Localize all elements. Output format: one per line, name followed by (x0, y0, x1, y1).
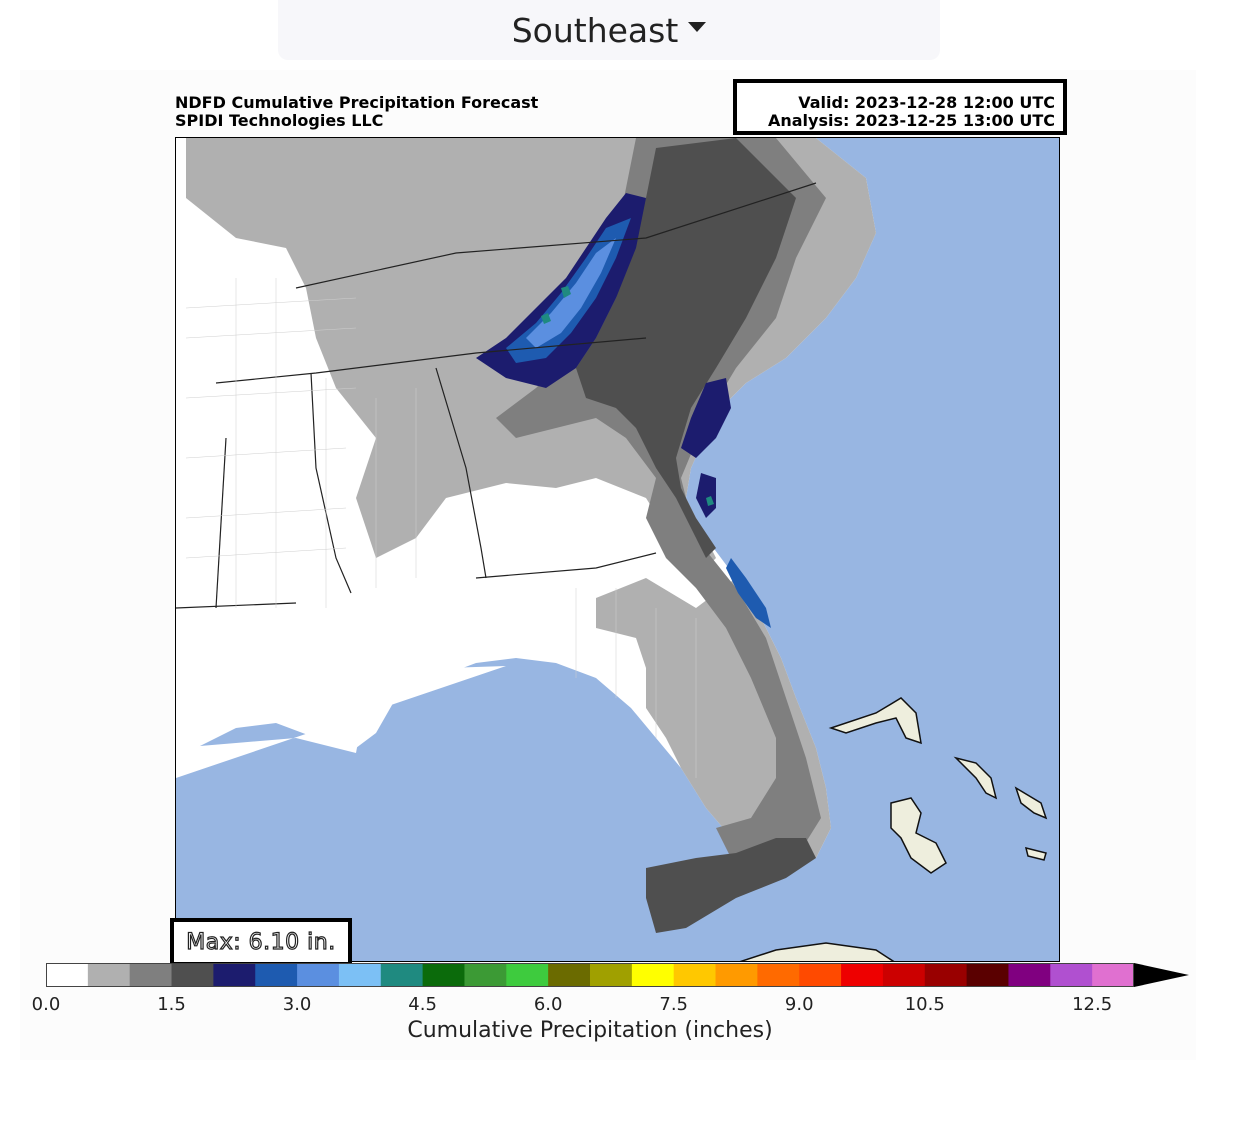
colorbar-segment (673, 963, 717, 987)
colorbar-segment (255, 963, 298, 987)
colorbar-tick-label: 9.0 (784, 994, 814, 1015)
colorbar-segment (129, 963, 173, 987)
colorbar-outline (46, 963, 1134, 987)
caret-down-icon[interactable] (688, 22, 707, 32)
colorbar-segment (1092, 963, 1135, 987)
colorbar-tick-label: 1.5 (157, 994, 186, 1015)
precip-dark-south (646, 838, 816, 933)
colorbar-tick-label: 10.5 (904, 994, 945, 1015)
colorbar-segment (1050, 963, 1093, 987)
max-value-label: Max: 6.10 in. (186, 929, 336, 955)
colorbar-segment (46, 963, 89, 987)
colorbar-segment (841, 963, 884, 987)
colorbar-segment (882, 963, 926, 987)
analysis-time: Analysis: 2023-12-25 13:00 UTC (767, 111, 1055, 130)
colorbar-segment (548, 963, 591, 987)
region-selector-label: Southeast (511, 10, 679, 50)
colorbar-tick-label: 3.0 (282, 994, 312, 1015)
colorbar-tick-label: 4.5 (408, 994, 437, 1015)
colorbar-tick-label: 12.5 (1072, 994, 1113, 1015)
bahamas-islands (828, 697, 1048, 874)
colorbar (46, 963, 1189, 987)
county-lines (185, 278, 697, 778)
colorbar-tick-label: 0.0 (31, 994, 61, 1015)
region-selector[interactable]: Southeast (278, 0, 940, 60)
colorbar-segment (422, 963, 465, 987)
colorbar-extend-arrow (1134, 963, 1189, 987)
colorbar-segment (297, 963, 340, 987)
colorbar-segment (506, 963, 549, 987)
colorbar-segment (966, 963, 1009, 987)
time-info-box: Valid: 2023-12-28 12:00 UTC Analysis: 20… (733, 79, 1067, 135)
cuba-coast (739, 942, 895, 961)
colorbar-segment (171, 963, 214, 987)
colorbar-segment (799, 963, 842, 987)
precip-dark (576, 138, 796, 558)
colorbar-segment (380, 963, 424, 987)
map-title-line2: SPIDI Technologies LLC (175, 111, 384, 130)
precip-coastal-navy-3 (726, 558, 771, 628)
colorbar-segment (924, 963, 968, 987)
max-value-box: Max: 6.10 in. (170, 918, 352, 966)
colorbar-segment (631, 963, 675, 987)
colorbar-segment (464, 963, 507, 987)
colorbar-segment (213, 963, 256, 987)
colorbar-segment (715, 963, 758, 987)
colorbar-segment (338, 963, 382, 987)
colorbar-segment (757, 963, 800, 987)
map-title-line1: NDFD Cumulative Precipitation Forecast (175, 93, 539, 112)
map-title: NDFD Cumulative Precipitation Forecast S… (175, 94, 538, 130)
colorbar-tick-label: 7.5 (659, 994, 689, 1015)
colorbar-segment (1008, 963, 1051, 987)
valid-time: Valid: 2023-12-28 12:00 UTC (798, 93, 1055, 112)
map-svg (176, 138, 1059, 961)
precipitation-map (175, 137, 1060, 962)
precip-coastal-navy-2 (696, 473, 716, 518)
precip-medium (496, 138, 826, 878)
colorbar-segment (87, 963, 131, 987)
colorbar-segment (590, 963, 633, 987)
colorbar-label: Cumulative Precipitation (inches) (407, 1018, 773, 1043)
land-gulf-shelf (176, 666, 506, 778)
precip-coastal-navy (681, 378, 731, 458)
colorbar-tick-label: 6.0 (533, 994, 563, 1015)
